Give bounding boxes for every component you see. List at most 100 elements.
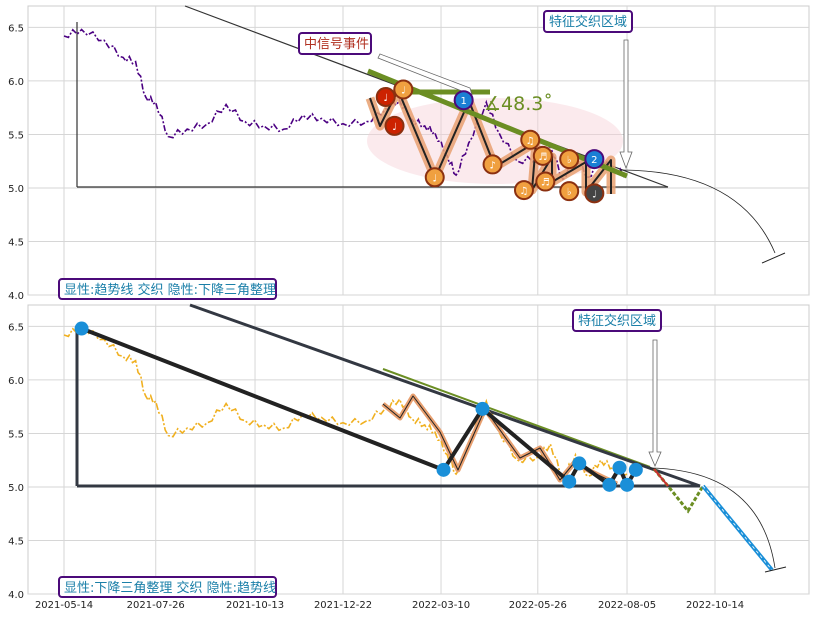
marker-label: 2	[591, 155, 597, 166]
marker-label: ♫	[519, 186, 528, 197]
marker-dot	[559, 181, 580, 202]
marker-label: ♪	[489, 160, 495, 171]
y-tick-label: 5.0	[8, 483, 24, 494]
bottom-region-label: 特征交织区域	[578, 313, 656, 329]
bottom-projection-cap	[764, 566, 787, 573]
marker-dot	[393, 79, 414, 100]
y-tick-label: 5.0	[8, 184, 24, 195]
top-panel: 4.04.55.05.56.06.5 ∡48.3˚ ♩♩♩♩1♪♫♫♬♬♭♭2♩…	[8, 5, 810, 302]
pivot-dot	[628, 462, 643, 477]
top-angle-label: ∡48.3˚	[484, 93, 553, 115]
bottom-caption-box	[58, 576, 277, 598]
pivot-dot	[612, 460, 627, 475]
signal-marker: ♭	[559, 181, 580, 202]
y-tick-label: 6.5	[8, 322, 24, 333]
marker-dot	[584, 183, 605, 204]
bottom-plot-frame	[27, 304, 810, 595]
marker-label: ♩	[392, 122, 397, 133]
signal-marker: ♩	[584, 183, 605, 204]
pivot-dot	[74, 321, 89, 336]
y-tick-label: 5.5	[8, 130, 24, 141]
signal-marker: 1	[453, 90, 474, 111]
y-tick-label: 4.0	[8, 590, 24, 601]
marker-dot	[535, 171, 556, 192]
pivot-dot	[562, 474, 577, 489]
x-tick-label: 2022-08-05	[598, 600, 656, 611]
signal-marker: 2	[584, 149, 605, 170]
pivot-dot	[572, 456, 587, 471]
signal-marker: ♩	[375, 86, 396, 107]
top-region-box	[543, 10, 633, 33]
x-tick-label: 2021-05-14	[35, 600, 93, 611]
top-region-label: 特征交织区域	[549, 14, 627, 30]
marker-dot	[375, 86, 396, 107]
signal-marker: ♫	[513, 180, 534, 201]
marker-dot	[384, 115, 405, 136]
marker-label: ♩	[592, 189, 597, 200]
bottom-trend-green	[382, 368, 651, 468]
bottom-panel: 4.04.55.05.56.06.5 2021-05-14 2021-07-26 2…	[8, 303, 810, 611]
x-tick-label: 2022-10-14	[686, 600, 744, 611]
bottom-projection-green	[652, 468, 705, 514]
signal-marker: ♩	[424, 167, 445, 188]
marker-dot	[532, 145, 553, 166]
marker-dot	[513, 180, 534, 201]
signal-marker: ♬	[535, 171, 556, 192]
y-tick-label: 6.0	[8, 376, 24, 387]
top-region-arrow	[619, 39, 633, 170]
marker-label: ♩	[401, 85, 406, 96]
pivot-dot	[602, 477, 617, 492]
marker-dot	[482, 154, 503, 175]
x-tick-label: 2021-07-26	[127, 600, 185, 611]
marker-dot	[520, 129, 541, 150]
pivot-dot	[620, 477, 635, 492]
x-tick-label: 2021-10-13	[226, 600, 284, 611]
marker-label: ♬	[538, 152, 547, 163]
marker-label: ♭	[567, 187, 572, 198]
top-projection-cap	[761, 252, 786, 264]
bottom-projection-blue-dash	[702, 485, 773, 571]
signal-marker: ♫	[520, 129, 541, 150]
top-zigzag	[369, 89, 612, 194]
top-caption: 显性:趋势线 交织 隐性:下降三角整理	[64, 282, 276, 298]
signal-marker: ♭	[559, 149, 580, 170]
bottom-pivots	[74, 321, 643, 492]
y-tick-label: 4.5	[8, 237, 24, 248]
bottom-caption: 显性:下降三角整理 交织 隐性:趋势线	[64, 580, 276, 596]
marker-dot	[584, 149, 605, 170]
top-signal-box	[298, 32, 372, 55]
top-signal-label: 中信号事件	[304, 37, 369, 52]
y-tick-label: 5.5	[8, 429, 24, 440]
top-caption-box	[58, 278, 277, 300]
marker-label: ♩	[383, 93, 388, 104]
bottom-x-axis: 2021-05-14 2021-07-26 2021-10-13 2021-12-22…	[35, 600, 744, 611]
signal-marker: ♩	[393, 79, 414, 100]
pivot-dot	[436, 462, 451, 477]
bottom-projection-curve	[649, 467, 776, 569]
x-tick-label: 2022-05-26	[509, 600, 567, 611]
x-tick-label: 2022-03-10	[412, 600, 470, 611]
pivot-dot	[475, 401, 490, 416]
signal-marker: ♩	[384, 115, 405, 136]
x-tick-label: 2021-12-22	[314, 600, 372, 611]
marker-label: ♩	[432, 173, 437, 184]
top-markers: ♩♩♩♩1♪♫♫♬♬♭♭2♩	[375, 79, 605, 204]
top-y-axis: 4.0 4.5 5.0 5.5 6.0 6.5	[8, 23, 24, 302]
bottom-region-box	[572, 309, 662, 332]
marker-label: ♫	[526, 136, 535, 147]
bottom-region-arrow	[648, 339, 662, 468]
bottom-projection-red	[653, 468, 669, 487]
bottom-triangle-hyp	[189, 303, 701, 488]
marker-dot	[424, 167, 445, 188]
marker-dot	[453, 90, 474, 111]
top-projection-curve	[619, 169, 776, 254]
marker-label: ♭	[567, 155, 572, 166]
signal-marker: ♪	[482, 154, 503, 175]
signal-marker: ♬	[532, 145, 553, 166]
y-tick-label: 6.5	[8, 23, 24, 34]
y-tick-label: 6.0	[8, 77, 24, 88]
marker-label: ♬	[541, 178, 550, 189]
y-tick-label: 4.5	[8, 536, 24, 547]
